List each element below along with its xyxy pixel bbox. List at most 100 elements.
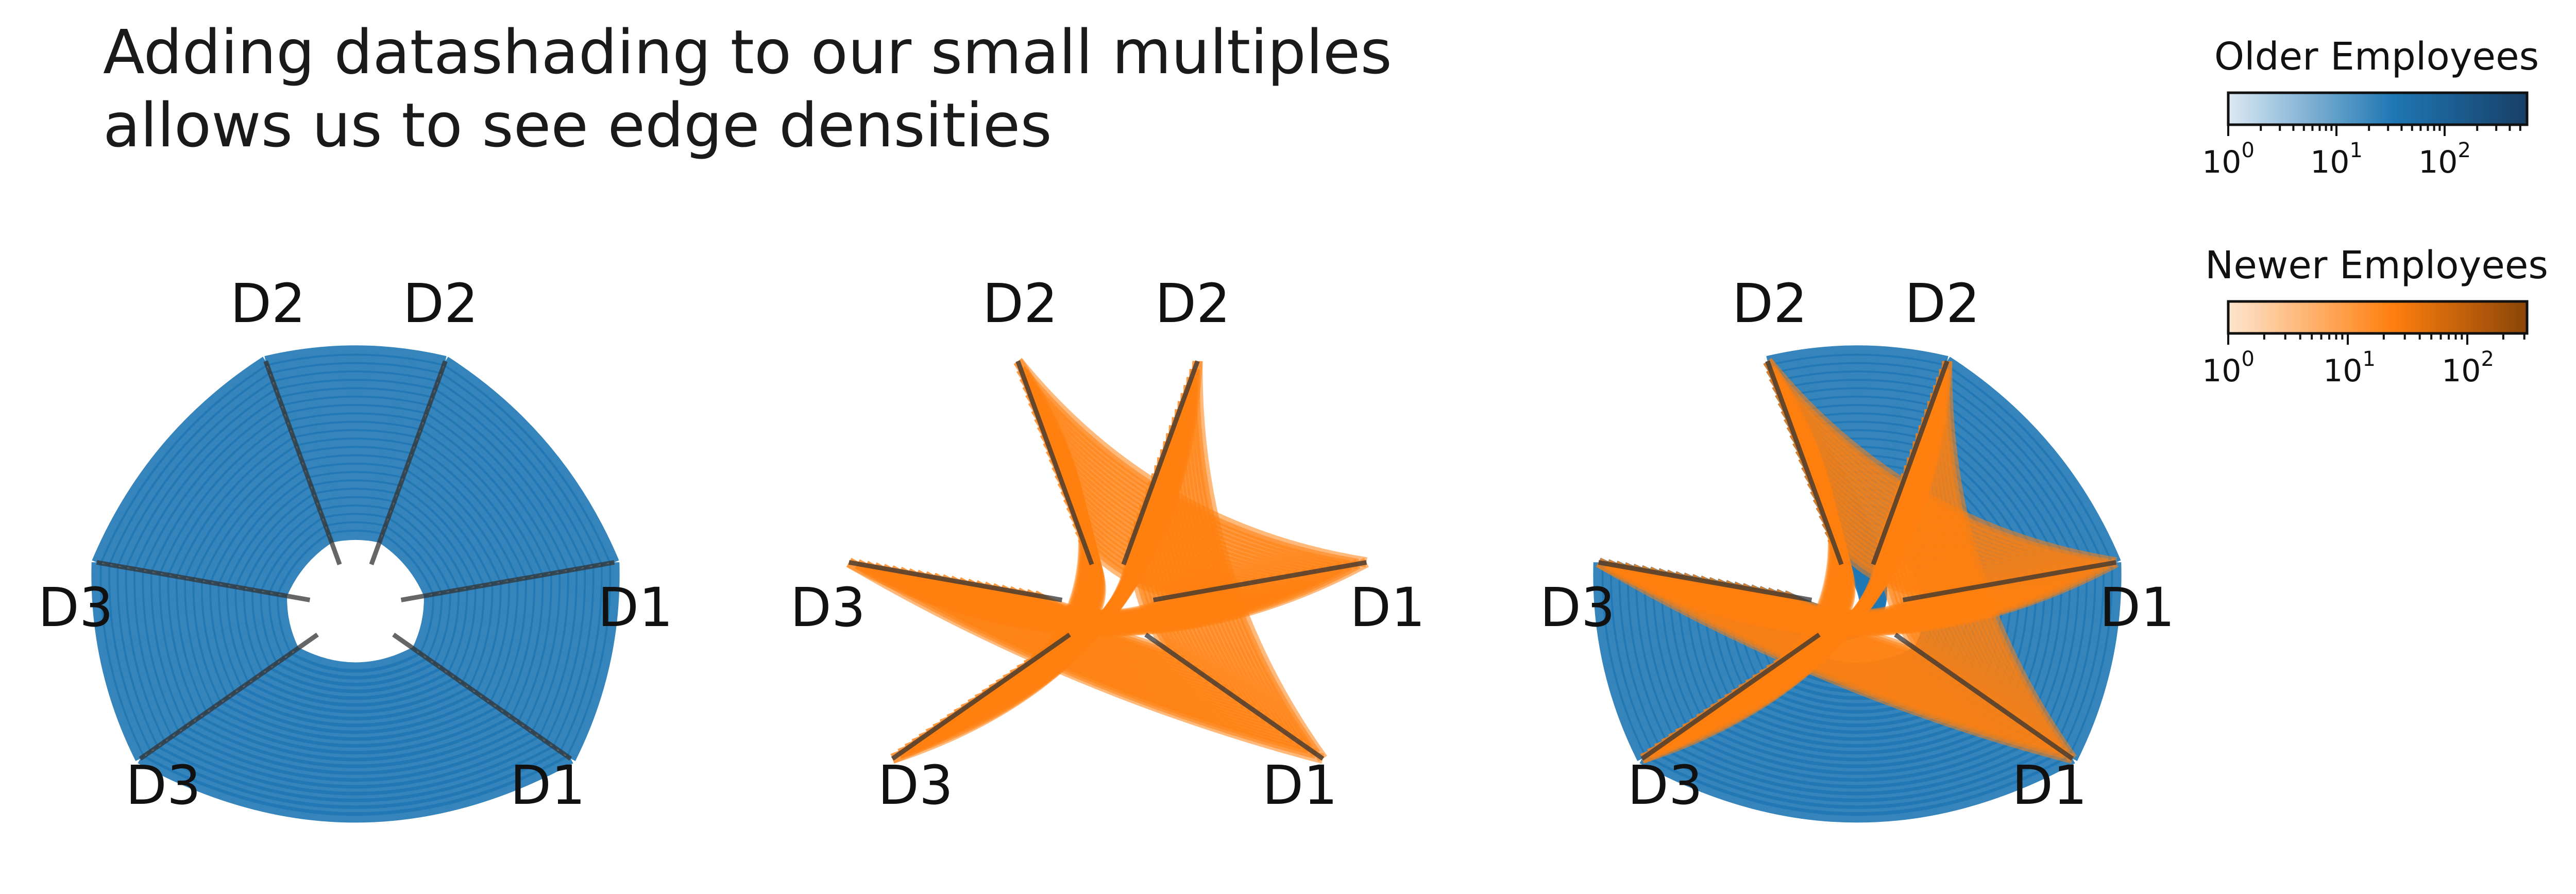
edge-ribbon-older — [314, 487, 397, 503]
edge-ribbon-older — [425, 404, 569, 573]
axis-label-d2b: D2 — [1905, 272, 1980, 335]
colorbar-newer: Newer Employees 100 101 102 — [2202, 243, 2548, 389]
edge-ribbon-older — [517, 572, 561, 727]
edge-ribbon-older — [323, 513, 388, 527]
colorbar-newer-title: Newer Employees — [2205, 243, 2548, 288]
edge-ribbon-older — [311, 479, 400, 495]
axis-labels: D1 D1 D2 D2 D3 D3 — [790, 272, 1426, 817]
hive-axis-line — [891, 632, 1071, 761]
edge-ribbon-older — [291, 420, 420, 438]
edge-ribbon-older — [176, 437, 298, 580]
hive-axis-line — [369, 360, 448, 565]
edge-ribbon-newer — [890, 358, 1089, 764]
edge-ribbon-older — [1653, 744, 2061, 809]
edge-ribbon-older — [273, 370, 438, 391]
edge-bundles-combined — [1593, 345, 2122, 823]
edge-ribbon-older — [2067, 562, 2122, 761]
edge-ribbon-older — [260, 592, 285, 663]
hive-panel-older: D1 D1 D2 D2 D3 D3 — [38, 272, 673, 823]
hive-axis-line — [1153, 560, 1367, 602]
edge-ribbon-older — [419, 421, 552, 577]
edge-ribbon-older — [92, 357, 269, 565]
colorbar-older-title: Older Employees — [2214, 35, 2539, 79]
edge-ribbon-older — [165, 734, 546, 796]
edge-ribbon-older — [116, 566, 166, 747]
hive-axis-line — [1765, 360, 1844, 565]
edge-ribbon-older — [410, 445, 527, 581]
edge-ribbon-older — [296, 437, 415, 455]
edge-ribbon-older — [1938, 373, 2104, 568]
edge-ribbon-older — [187, 720, 524, 775]
edge-ribbon-older — [436, 373, 602, 568]
edge-ribbon-older — [194, 715, 517, 768]
edge-ribbon-older — [294, 429, 417, 447]
edge-ribbon-older — [433, 590, 460, 668]
edge-ribbon-older — [279, 387, 432, 407]
hive-axis-line — [400, 560, 615, 602]
axis-label-d3a: D3 — [1540, 576, 1615, 639]
edge-ribbon-older — [407, 453, 518, 582]
edge-ribbon-older — [1941, 364, 2113, 566]
edge-ribbon-older — [412, 595, 434, 653]
edge-ribbon-older — [404, 461, 510, 584]
edge-ribbon-older — [235, 685, 476, 728]
edge-ribbon-older — [175, 577, 215, 712]
edge-ribbon-older — [251, 590, 278, 668]
edge-ribbon-older — [201, 461, 307, 584]
edge-bundles-newer — [846, 358, 1369, 764]
edge-ribbon-older — [1593, 562, 1647, 761]
axis-label-d1b: D1 — [1262, 754, 1337, 817]
edge-ribbon-older — [150, 413, 289, 575]
hive-axis-line — [1894, 632, 2074, 761]
edge-ribbon-older — [416, 429, 544, 578]
edge-ribbon-older — [305, 462, 406, 479]
edge-ribbon-older — [299, 446, 412, 463]
edge-ribbon-older — [1702, 710, 2012, 762]
edge-ribbon-older — [496, 577, 536, 712]
edge-ribbon-older — [249, 676, 462, 714]
edge-ribbon-older — [167, 429, 295, 578]
hive-panel-combined: D1 D1 D2 D2 D3 D3 — [1540, 272, 2175, 823]
edge-ribbon-older — [201, 581, 236, 698]
edge-ribbon-older — [270, 362, 441, 382]
edge-ribbon-older — [260, 517, 327, 595]
axis-label-d1b: D1 — [510, 754, 585, 817]
axis-label-d3b: D3 — [126, 754, 201, 817]
edge-ribbon-older — [422, 413, 561, 575]
hive-axis-line — [392, 632, 572, 761]
edge-bundles-older — [91, 345, 620, 823]
edge-ribbon-older — [426, 592, 451, 663]
hive-panel-newer: D1 D1 D2 D2 D3 D3 — [790, 272, 1426, 817]
edge-ribbon-newer — [846, 558, 1325, 764]
colorbar-newer-tick-1: 101 — [2323, 347, 2376, 389]
edge-ribbon-older — [503, 576, 544, 717]
edge-ribbon-older — [447, 587, 477, 678]
edge-ribbon-older — [1935, 381, 2096, 569]
edge-ribbon-older — [401, 469, 501, 585]
hive-axis-line — [1121, 360, 1200, 565]
edge-ribbon-older — [2054, 565, 2105, 751]
axis-label-d3a: D3 — [38, 576, 113, 639]
edge-ribbon-older — [226, 586, 257, 683]
edge-ribbon-older — [159, 574, 201, 722]
edge-ribbon-older — [440, 589, 468, 673]
edge-ribbon-older — [326, 521, 385, 535]
edge-ribbon-older — [1610, 565, 1661, 751]
edge-ribbon-older — [1929, 397, 2079, 572]
edge-ribbon-older — [2061, 564, 2113, 756]
axis-label-d2b: D2 — [1155, 272, 1230, 335]
edge-ribbon-older — [125, 568, 173, 741]
edge-ribbon-older — [270, 661, 440, 694]
edge-ribbon-older — [264, 345, 447, 366]
edge-ribbon-older — [287, 412, 423, 431]
edge-ribbon-older — [317, 496, 394, 511]
colorbar-older-gradient — [2227, 91, 2529, 126]
edge-ribbon-older — [1601, 564, 1654, 756]
edge-ribbon-older — [308, 471, 403, 487]
edge-ribbon-older — [1778, 379, 1937, 398]
edge-ribbon-older — [413, 437, 535, 580]
hive-axes — [848, 360, 1367, 761]
edge-ribbon-older — [218, 477, 313, 587]
axis-labels: D1 D1 D2 D2 D3 D3 — [1540, 272, 2175, 817]
edge-ribbon-older — [559, 564, 612, 756]
